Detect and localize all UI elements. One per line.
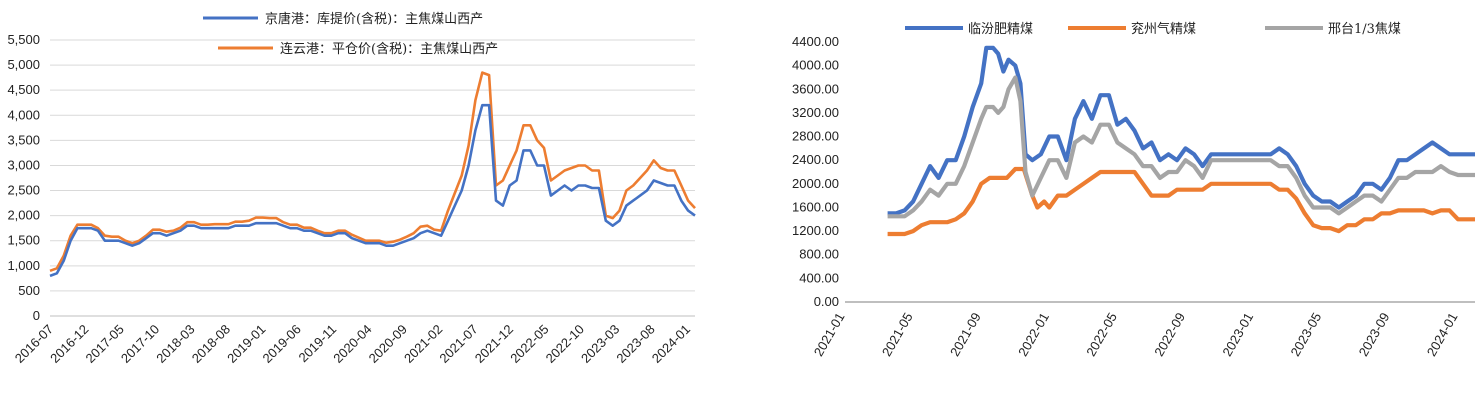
x-tick-label: 2023-01 bbox=[1219, 310, 1256, 359]
x-tick-label: 2016-12 bbox=[47, 322, 91, 366]
legend-label: 邢台1/3焦煤 bbox=[1328, 22, 1401, 37]
series-line bbox=[887, 75, 1475, 219]
x-tick-label: 2023-09 bbox=[1356, 310, 1393, 359]
y-tick-label: 3600.00 bbox=[792, 81, 839, 96]
x-tick-label: 2022-05 bbox=[507, 322, 551, 366]
x-tick-label: 2024-01 bbox=[649, 322, 693, 366]
x-tick-label: 2016-07 bbox=[12, 322, 56, 366]
legend-label: 兖州气精煤 bbox=[1131, 21, 1196, 37]
y-tick-label: 5,000 bbox=[7, 57, 40, 72]
y-tick-label: 1200.00 bbox=[792, 223, 839, 238]
legend-label: 连云港：平仓价(含税)：主焦煤山西产 bbox=[280, 41, 498, 57]
x-tick-label: 2023-03 bbox=[578, 322, 622, 366]
y-tick-label: 0 bbox=[33, 308, 40, 323]
left-chart-x-axis: 2016-072016-122017-052017-102018-032018-… bbox=[12, 322, 693, 366]
y-tick-label: 1,500 bbox=[7, 233, 40, 248]
right-chart-x-axis: 2021-01 2021-05 2021-09 2022-01 2022-05 2022-… bbox=[811, 310, 1461, 359]
right-chart-lines bbox=[887, 45, 1475, 237]
x-tick-label: 2022-01 bbox=[1015, 310, 1052, 359]
y-tick-label: 2400.00 bbox=[792, 152, 839, 167]
x-tick-label: 2021-02 bbox=[401, 322, 445, 366]
left-chart-y-axis: 0 500 1,000 1,500 2,000 2,500 3,000 3,500 4,000 4… bbox=[7, 32, 695, 323]
x-tick-label: 2019-01 bbox=[224, 322, 268, 366]
y-tick-label: 4000.00 bbox=[792, 58, 839, 73]
series-line bbox=[49, 103, 696, 278]
right-chart-legend: 临汾肥精煤 兖州气精煤 邢台1/3焦煤 bbox=[905, 21, 1401, 37]
y-tick-label: 3,500 bbox=[7, 132, 40, 147]
y-tick-label: 0.00 bbox=[814, 294, 839, 309]
x-tick-label: 2021-07 bbox=[436, 322, 480, 366]
x-tick-label: 2020-04 bbox=[330, 322, 374, 366]
y-tick-label: 4400.00 bbox=[792, 34, 839, 49]
x-tick-label: 2022-10 bbox=[543, 322, 587, 366]
right-chart-y-axis: 0.00 400.00 800.00 1200.00 1600.00 2000.00 240… bbox=[792, 34, 1475, 309]
x-tick-label: 2022-09 bbox=[1151, 310, 1188, 359]
x-tick-label: 2021-12 bbox=[472, 322, 516, 366]
x-tick-label: 2024-01 bbox=[1424, 310, 1461, 359]
y-tick-label: 1600.00 bbox=[792, 199, 839, 214]
x-tick-label: 2023-08 bbox=[613, 322, 657, 366]
x-tick-label: 2023-05 bbox=[1288, 310, 1325, 359]
series-line bbox=[49, 71, 696, 273]
left-chart: 0 500 1,000 1,500 2,000 2,500 3,000 3,500 4,000 4… bbox=[7, 11, 696, 366]
legend-label: 京唐港：库提价(含税)：主焦煤山西产 bbox=[265, 11, 483, 27]
y-tick-label: 800.00 bbox=[799, 247, 839, 262]
x-tick-label: 2019-06 bbox=[259, 322, 303, 366]
y-tick-label: 5,500 bbox=[7, 32, 40, 47]
x-tick-label: 2018-08 bbox=[189, 322, 233, 366]
left-chart-lines bbox=[49, 71, 696, 278]
y-tick-label: 500 bbox=[18, 283, 40, 298]
series-line bbox=[887, 45, 1475, 216]
x-tick-label: 2020-09 bbox=[366, 322, 410, 366]
y-tick-label: 3200.00 bbox=[792, 105, 839, 120]
left-chart-grid bbox=[50, 39, 695, 317]
x-tick-label: 2022-05 bbox=[1083, 310, 1120, 359]
y-tick-label: 4,000 bbox=[7, 107, 40, 122]
series-line bbox=[887, 166, 1475, 237]
y-tick-label: 3,000 bbox=[7, 157, 40, 172]
y-tick-label: 2800.00 bbox=[792, 129, 839, 144]
y-tick-label: 400.00 bbox=[799, 270, 839, 285]
x-tick-label: 2017-10 bbox=[118, 322, 162, 366]
legend-label: 临汾肥精煤 bbox=[968, 22, 1033, 37]
y-tick-label: 4,500 bbox=[7, 82, 40, 97]
y-tick-label: 2,000 bbox=[7, 208, 40, 223]
right-chart: 0.00 400.00 800.00 1200.00 1600.00 2000.00 240… bbox=[792, 21, 1475, 359]
y-tick-label: 2,500 bbox=[7, 183, 40, 198]
x-tick-label: 2021-05 bbox=[879, 310, 916, 359]
y-tick-label: 1,000 bbox=[7, 258, 40, 273]
x-tick-label: 2021-09 bbox=[947, 310, 984, 359]
x-tick-label: 2021-01 bbox=[811, 310, 848, 359]
y-tick-label: 2000.00 bbox=[792, 176, 839, 191]
x-tick-label: 2017-05 bbox=[83, 322, 127, 366]
x-tick-label: 2018-03 bbox=[153, 322, 197, 366]
